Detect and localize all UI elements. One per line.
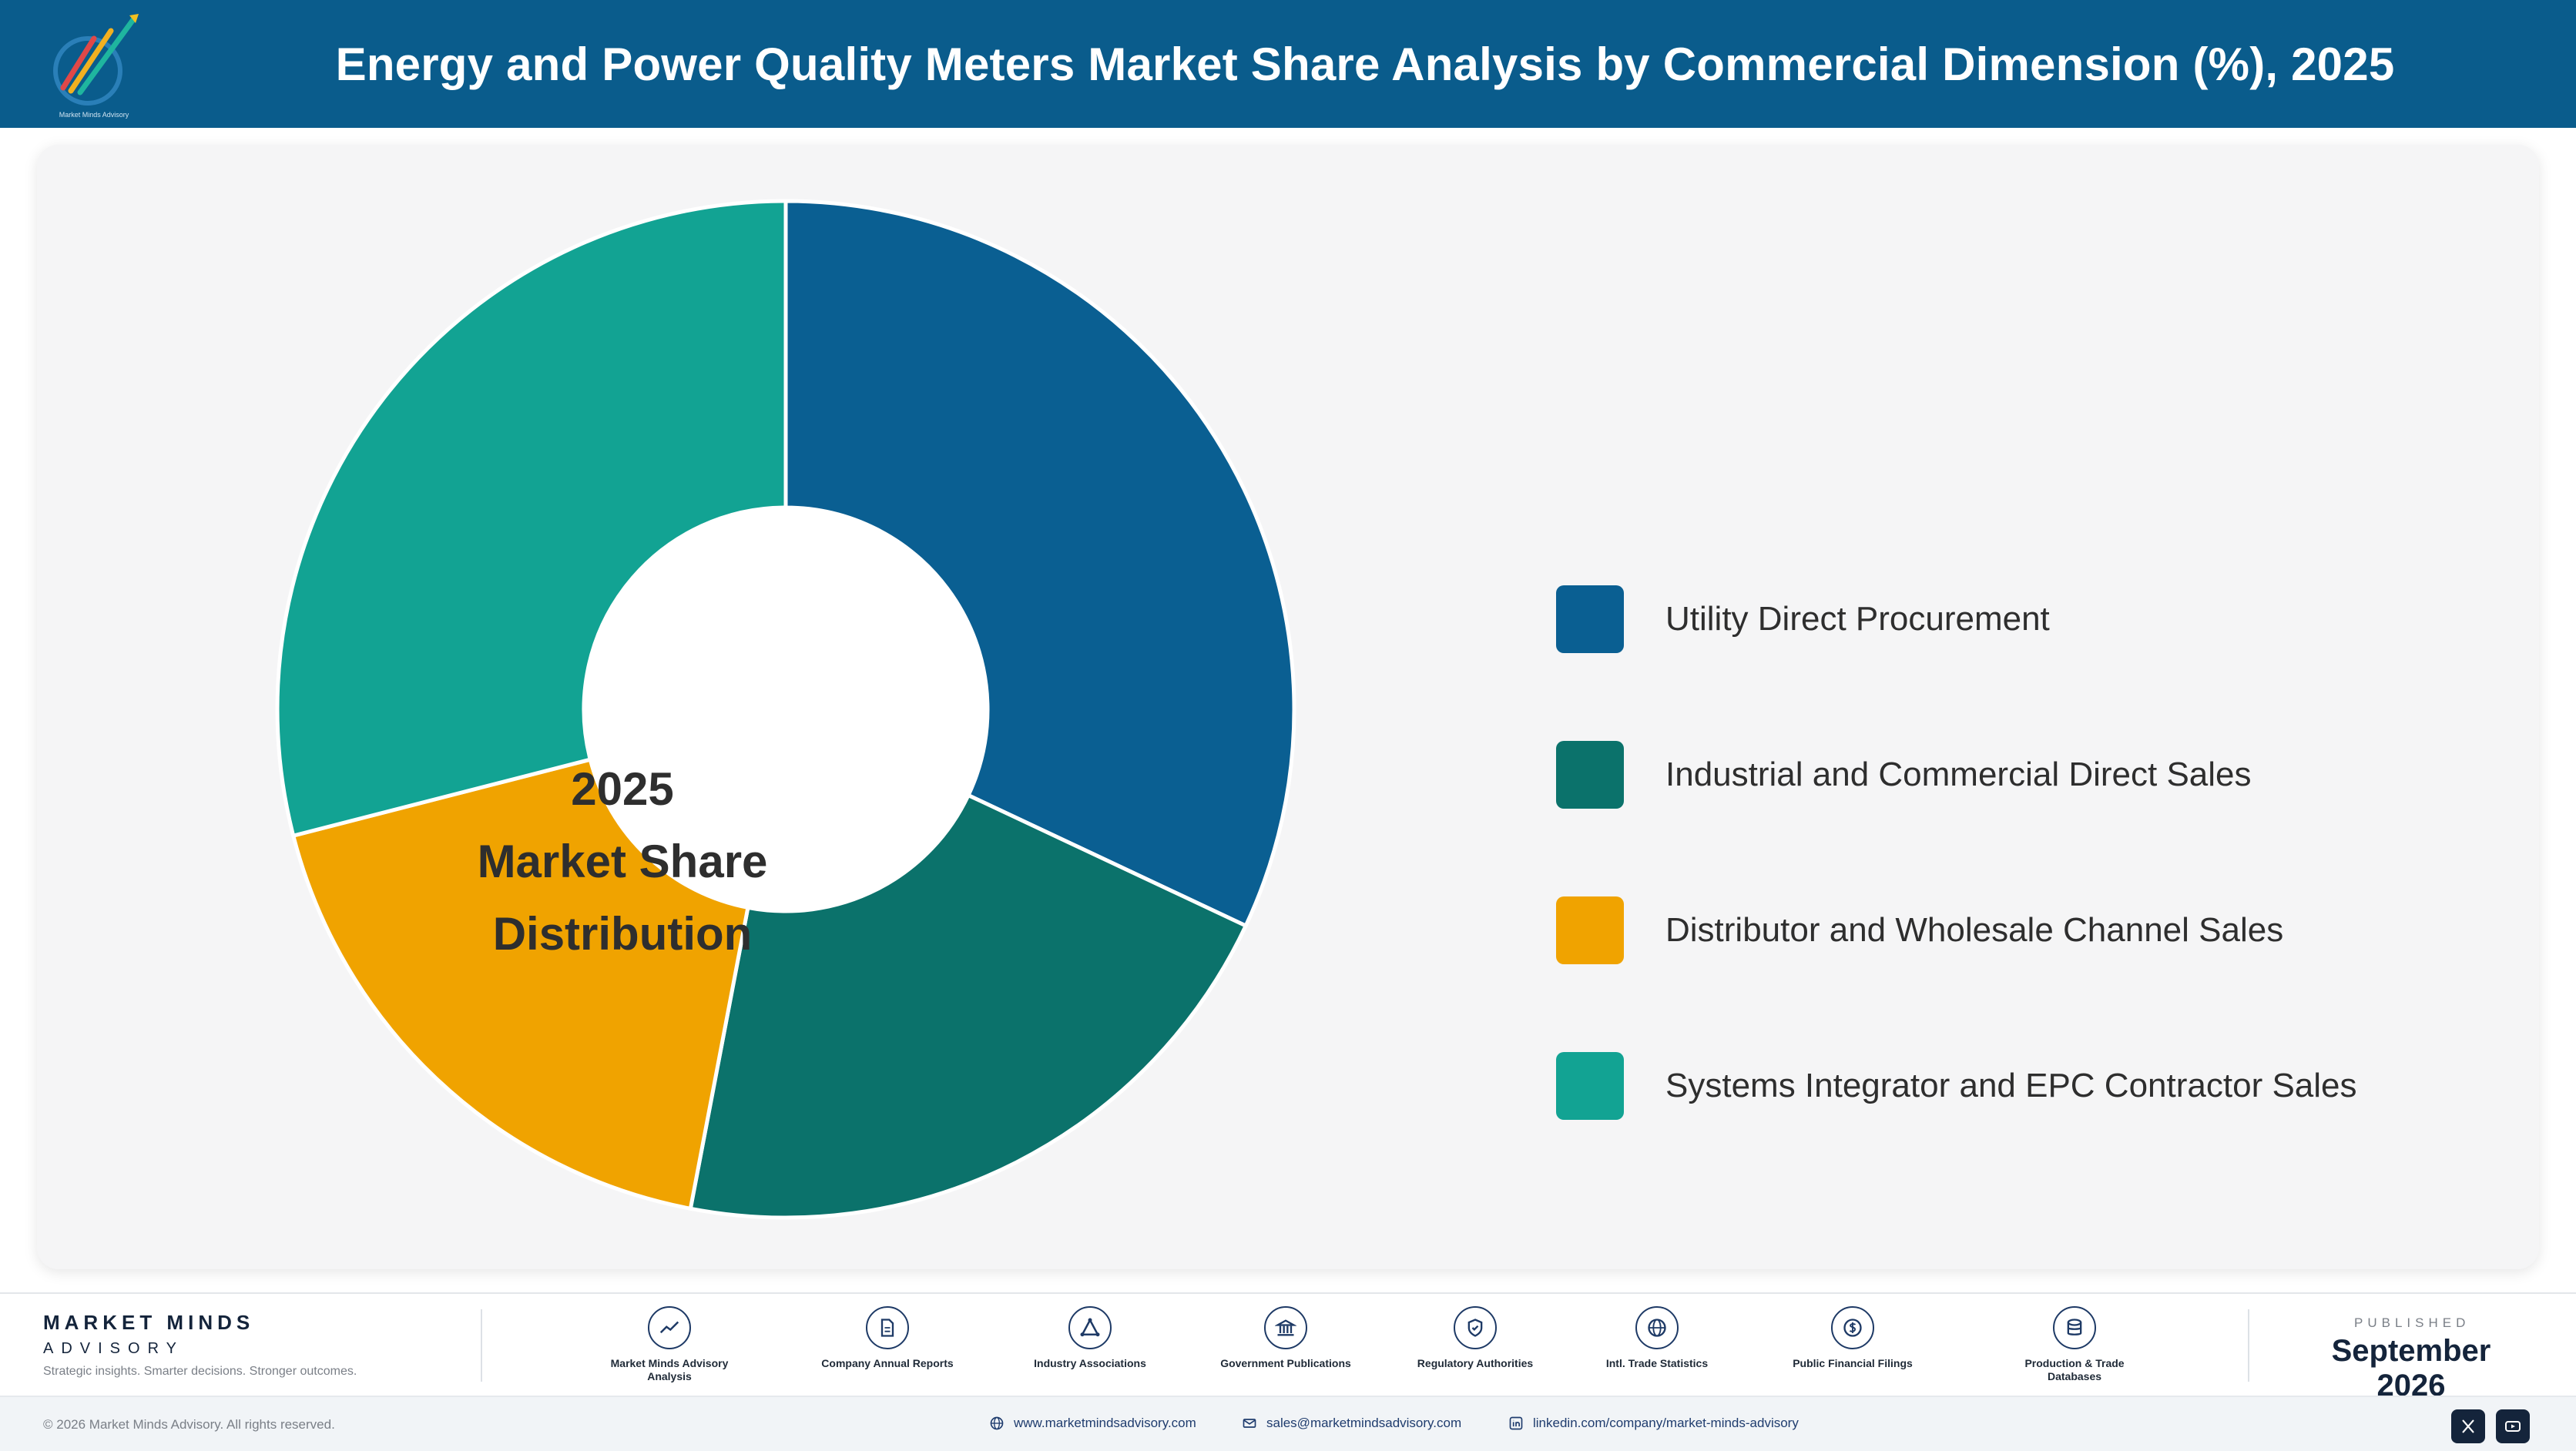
legend-label: Systems Integrator and EPC Contractor Sa… bbox=[1665, 1067, 2357, 1104]
chart-card: 2025 Market Share Distribution Utility D… bbox=[37, 145, 2539, 1269]
source-government-publications[interactable]: Government Publications bbox=[1213, 1306, 1359, 1370]
youtube-icon bbox=[2505, 1421, 2521, 1432]
donut-slice-4 bbox=[275, 199, 788, 839]
globe-icon bbox=[989, 1416, 1005, 1431]
donut-slice-1 bbox=[783, 199, 1296, 929]
source-intl-trade-statistics[interactable]: Intl. Trade Statistics bbox=[1584, 1306, 1730, 1370]
legend-swatch bbox=[1556, 896, 1624, 964]
market-minds-logo: Market Minds Advisory bbox=[53, 14, 139, 119]
source-label: Regulatory Authorities bbox=[1417, 1357, 1534, 1369]
published-date: September 2026 bbox=[2331, 1334, 2491, 1402]
network-icon bbox=[1068, 1306, 1112, 1349]
footer: MARKET MINDS ADVISORY Strategic insights… bbox=[0, 1292, 2576, 1451]
linkedin-icon bbox=[1508, 1416, 1524, 1431]
source-industry-associations[interactable]: Industry Associations bbox=[1017, 1306, 1163, 1370]
globe-icon bbox=[1635, 1306, 1679, 1349]
legend-swatch bbox=[1556, 741, 1624, 809]
published-label: PUBLISHED bbox=[2354, 1315, 2470, 1330]
footer-divider bbox=[481, 1309, 482, 1382]
center-label-year: 2025 bbox=[571, 763, 674, 815]
email-text: sales@marketmindsadvisory.com bbox=[1266, 1416, 1462, 1430]
x-icon bbox=[2462, 1419, 2474, 1433]
shield-check-icon bbox=[1454, 1306, 1497, 1349]
source-market-minds-analysis[interactable]: Market Minds Advisory Analysis bbox=[596, 1306, 743, 1383]
legend-item-utility-direct: Utility Direct Procurement bbox=[1556, 585, 2050, 653]
website-text: www.marketmindsadvisory.com bbox=[1014, 1416, 1196, 1430]
website-link[interactable]: www.marketmindsadvisory.com bbox=[989, 1416, 1196, 1431]
brand-subtitle: ADVISORY bbox=[43, 1340, 184, 1357]
center-label-line-3: Distribution bbox=[492, 908, 753, 960]
x-twitter-button[interactable] bbox=[2451, 1409, 2485, 1443]
legend-label: Utility Direct Procurement bbox=[1665, 600, 2050, 638]
source-public-financial-filings[interactable]: Public Financial Filings bbox=[1779, 1306, 1926, 1370]
brand-name: MARKET MINDS bbox=[43, 1311, 255, 1334]
youtube-button[interactable] bbox=[2496, 1409, 2530, 1443]
center-label-line-2: Market Share bbox=[477, 836, 768, 887]
donut-center-label: 2025 Market Share Distribution bbox=[422, 753, 823, 970]
source-label: Government Publications bbox=[1220, 1357, 1351, 1369]
database-icon bbox=[2053, 1306, 2096, 1349]
footer-divider bbox=[2248, 1309, 2249, 1382]
government-building-icon bbox=[1264, 1306, 1307, 1349]
legend-item-industrial-commercial: Industrial and Commercial Direct Sales bbox=[1556, 741, 2252, 809]
source-label: Public Financial Filings bbox=[1793, 1357, 1913, 1369]
linkedin-text: linkedin.com/company/market-minds-adviso… bbox=[1533, 1416, 1799, 1430]
donut-chart bbox=[275, 199, 1296, 1220]
trend-chart-icon bbox=[648, 1306, 691, 1349]
legend-label: Industrial and Commercial Direct Sales bbox=[1665, 756, 2252, 793]
legend-swatch bbox=[1556, 585, 1624, 653]
legend-item-distributor-wholesale: Distributor and Wholesale Channel Sales bbox=[1556, 896, 2283, 964]
legend-item-systems-integrator: Systems Integrator and EPC Contractor Sa… bbox=[1556, 1052, 2357, 1120]
brand-tagline: Strategic insights. Smarter decisions. S… bbox=[43, 1365, 357, 1378]
header-banner: Market Minds Advisory Energy and Power Q… bbox=[0, 0, 2576, 128]
legend-swatch bbox=[1556, 1052, 1624, 1120]
linkedin-link[interactable]: linkedin.com/company/market-minds-adviso… bbox=[1508, 1416, 1799, 1431]
legend-label: Distributor and Wholesale Channel Sales bbox=[1665, 911, 2284, 949]
dollar-coin-icon bbox=[1831, 1306, 1874, 1349]
logo-caption: Market Minds Advisory bbox=[59, 111, 129, 119]
chart-title: Energy and Power Quality Meters Market S… bbox=[335, 38, 2395, 90]
source-company-annual-reports[interactable]: Company Annual Reports bbox=[814, 1306, 961, 1370]
source-label: Market Minds Advisory Analysis bbox=[610, 1357, 729, 1382]
source-label: Intl. Trade Statistics bbox=[1605, 1357, 1709, 1369]
source-label: Company Annual Reports bbox=[821, 1357, 954, 1369]
email-link[interactable]: sales@marketmindsadvisory.com bbox=[1242, 1416, 1461, 1431]
donut-slice-2 bbox=[688, 793, 1249, 1220]
footer-bottom-bar: © 2026 Market Minds Advisory. All rights… bbox=[0, 1396, 2576, 1451]
document-icon bbox=[866, 1306, 909, 1349]
source-production-trade-databases[interactable]: Production & Trade Databases bbox=[2001, 1306, 2148, 1383]
source-regulatory-authorities[interactable]: Regulatory Authorities bbox=[1402, 1306, 1548, 1370]
source-label: Production & Trade Databases bbox=[2024, 1357, 2125, 1382]
donut-hole bbox=[585, 509, 986, 910]
donut-slice-3 bbox=[290, 757, 750, 1211]
copyright-text: © 2026 Market Minds Advisory. All rights… bbox=[43, 1417, 335, 1432]
envelope-icon bbox=[1242, 1416, 1257, 1431]
source-label: Industry Associations bbox=[1034, 1357, 1146, 1369]
